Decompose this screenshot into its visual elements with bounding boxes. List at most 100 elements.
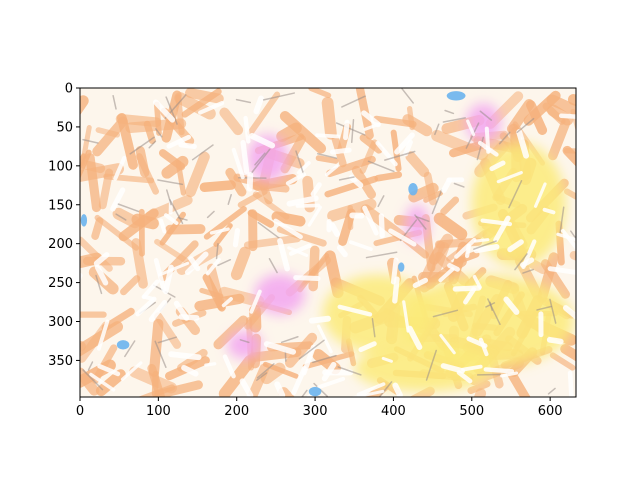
stylized-texture-image (80, 88, 576, 397)
texture-streak (498, 131, 511, 145)
blue-spot (446, 91, 466, 101)
y-tick-label: 300 (48, 315, 73, 330)
texture-streak (142, 294, 155, 301)
peach-stroke (135, 153, 160, 195)
texture-streak (473, 238, 490, 243)
peach-stroke (246, 91, 281, 137)
texture-streak (253, 95, 264, 115)
x-tick-label: 0 (76, 404, 84, 419)
peach-stroke (569, 250, 576, 261)
texture-streak (158, 261, 190, 277)
texture-streak (277, 238, 290, 272)
x-tick-label: 600 (538, 404, 563, 419)
peach-stroke (91, 217, 104, 240)
texture-streak (329, 147, 352, 155)
texture-streak (291, 365, 307, 396)
texture-streak (82, 138, 99, 144)
texture-streak (466, 336, 488, 349)
texture-streak (113, 155, 127, 181)
peach-stroke (247, 209, 275, 228)
texture-streak (222, 354, 236, 379)
blue-spot (80, 214, 88, 227)
texture-streak (365, 251, 398, 259)
x-tick-label: 100 (146, 404, 171, 419)
texture-streak (392, 382, 403, 397)
texture-streak (307, 205, 322, 227)
texture-streak (93, 252, 110, 267)
peach-stroke (94, 214, 140, 251)
texture-streak (205, 257, 221, 276)
pink-blob (254, 274, 305, 315)
peach-stroke (546, 94, 576, 117)
peach-stroke (324, 175, 379, 198)
peach-stroke (92, 116, 128, 157)
texture-streak (178, 314, 200, 321)
blue-spot (398, 262, 405, 272)
texture-streak (162, 264, 174, 295)
texture-streak (415, 215, 430, 223)
texture-streak (503, 296, 520, 315)
peach-stroke (199, 287, 224, 299)
peach-stroke (467, 380, 491, 394)
texture-streak (273, 218, 303, 240)
peach-stroke (562, 145, 576, 167)
texture-streak (401, 88, 414, 104)
peach-stroke (131, 213, 159, 230)
texture-streak (82, 369, 104, 391)
texture-streak (117, 203, 140, 213)
peach-stroke (431, 129, 489, 161)
texture-streak (361, 110, 381, 128)
texture-streak (567, 370, 574, 397)
peach-stroke (260, 362, 286, 385)
texture-streak (285, 172, 307, 186)
peach-stroke (199, 180, 236, 192)
peach-stroke (230, 246, 251, 281)
texture-streak (215, 242, 219, 260)
texture-streak (274, 381, 286, 397)
texture-streak (464, 243, 471, 259)
texture-streak (312, 354, 337, 364)
texture-streak (246, 172, 254, 192)
peach-stroke (91, 344, 118, 384)
texture-streak (336, 244, 348, 258)
texture-streak (239, 339, 250, 344)
texture-streak (235, 98, 252, 104)
peach-stroke (158, 149, 186, 171)
texture-streak (496, 171, 523, 184)
texture-streak (249, 132, 276, 149)
peach-stroke (219, 107, 244, 136)
peach-stroke (359, 139, 378, 174)
yellow-blob (354, 344, 496, 392)
texture-streak (547, 266, 576, 275)
peach-stroke (423, 190, 443, 203)
y-tick-label: 100 (48, 159, 73, 174)
texture-streak (362, 205, 379, 236)
peach-stroke (549, 352, 576, 371)
texture-streak (239, 378, 254, 397)
texture-streak (489, 160, 506, 172)
y-tick-label: 0 (65, 82, 73, 97)
peach-stroke (276, 122, 302, 143)
peach-stroke (237, 188, 268, 208)
texture-streak (341, 95, 366, 108)
texture-streak (463, 287, 477, 305)
texture-streak (157, 336, 177, 344)
texture-streak (280, 335, 299, 344)
blue-spots (80, 91, 466, 397)
texture-streak (250, 148, 271, 175)
texture-streak (148, 140, 157, 149)
blue-spot (308, 386, 322, 397)
peach-stroke (548, 118, 571, 161)
x-tick-label: 200 (224, 404, 249, 419)
texture-streak (89, 372, 116, 392)
texture-streak (317, 152, 338, 159)
texture-streak (221, 297, 233, 308)
texture-streak (522, 268, 534, 274)
texture-streak (453, 182, 465, 188)
peach-stroke (302, 175, 316, 213)
texture-streak (473, 240, 497, 250)
peach-stroke (80, 149, 92, 180)
peach-stroke (278, 387, 295, 397)
texture-streak (310, 182, 322, 197)
